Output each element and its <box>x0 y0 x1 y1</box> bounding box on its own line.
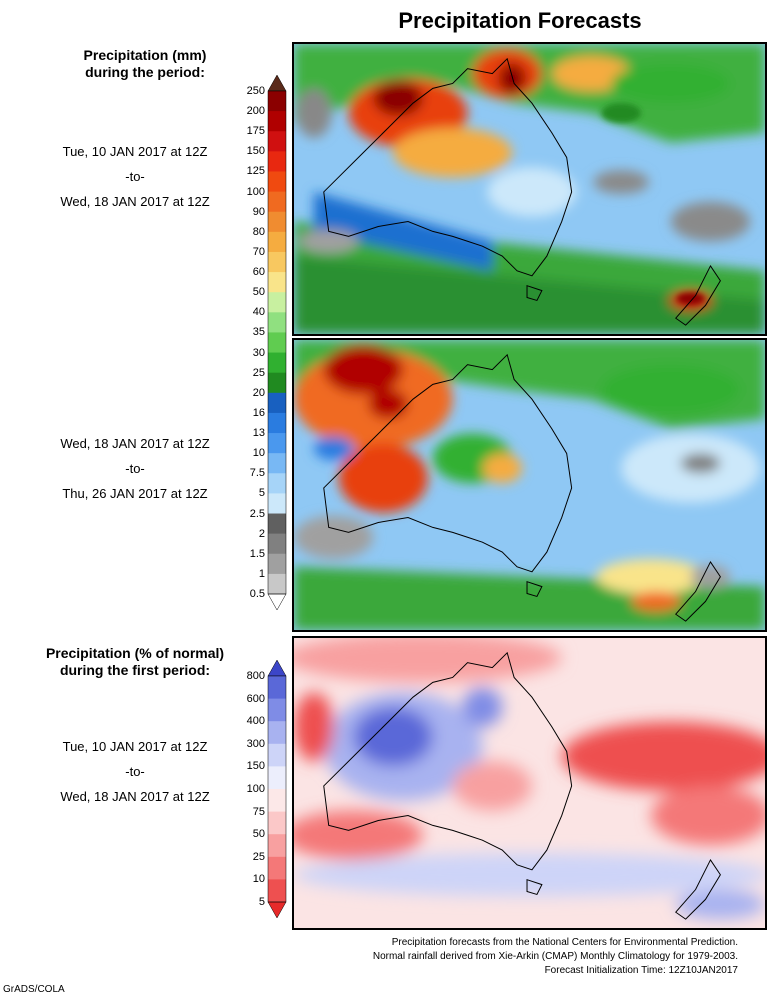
period3-label: Tue, 10 JAN 2017 at 12Z -to- Wed, 18 JAN… <box>60 739 210 804</box>
footer-line: Precipitation forecasts from the Nationa… <box>391 937 738 948</box>
colorbar-label: 16 <box>252 406 265 419</box>
colorbar-label: 70 <box>252 245 265 258</box>
colorbar-segment <box>268 573 286 595</box>
percent-normal-map <box>292 636 767 930</box>
colorbar-label: 250 <box>246 85 265 97</box>
colorbar-label: 10 <box>252 447 265 460</box>
colorbar-label: 7.5 <box>249 467 265 480</box>
colorbar-label: 0.5 <box>249 588 265 600</box>
period2-label: Wed, 18 JAN 2017 at 12Z -to- Thu, 26 JAN… <box>60 436 210 501</box>
colorbar-label: 200 <box>246 105 265 118</box>
colorbar-label: 25 <box>252 850 265 863</box>
colorbar-label: 40 <box>252 306 265 319</box>
colorbar-segment <box>268 392 286 414</box>
colorbar-segment <box>268 332 286 354</box>
colorbar-label: 10 <box>252 873 265 886</box>
colorbar-label: 800 <box>246 670 265 682</box>
credit-label: GrADS/COLA <box>3 984 65 995</box>
pct-header: Precipitation (% of normal) during the f… <box>45 645 225 678</box>
colorbar-segment <box>268 412 286 434</box>
colorbar-segment <box>268 879 286 903</box>
footer-line: Forecast Initialization Time: 12Z10JAN20… <box>544 965 738 976</box>
colorbar-segment <box>268 721 286 745</box>
colorbar-segment <box>268 811 286 835</box>
colorbar-label: 150 <box>246 760 265 773</box>
colorbar-segment <box>268 856 286 880</box>
colorbar-segment <box>268 191 286 213</box>
colorbar-segment <box>268 231 286 253</box>
colorbar-outline <box>267 90 287 595</box>
colorbar-label: 13 <box>252 427 265 440</box>
colorbar-label: 50 <box>252 828 265 841</box>
colorbar-segment <box>268 251 286 273</box>
colorbar-segment <box>268 433 286 454</box>
colorbar-segment <box>268 91 286 112</box>
colorbar-label: 400 <box>246 715 265 728</box>
colorbar-segment <box>268 453 286 474</box>
colorbar-label: 35 <box>252 326 265 339</box>
footer-line: Normal rainfall derived from Xie-Arkin (… <box>372 951 738 962</box>
colorbar-label: 20 <box>252 386 265 399</box>
colorbar-outline <box>267 675 287 903</box>
colorbar-label: 175 <box>246 125 265 138</box>
colorbar-label: 75 <box>252 805 265 818</box>
colorbar-segment <box>268 743 286 767</box>
colorbar-label: 80 <box>252 225 265 238</box>
colorbar-label: 100 <box>246 783 265 795</box>
colorbar-segment <box>268 553 286 575</box>
colorbar-label: 125 <box>246 165 265 178</box>
colorbar-segment <box>268 131 286 152</box>
colorbar-label: 2 <box>258 527 265 540</box>
colorbar-segment <box>268 272 286 293</box>
colorbar-segment <box>268 292 286 313</box>
colorbar-label: 1.5 <box>249 547 265 560</box>
colorbar-segment <box>268 698 286 722</box>
colorbar-segment <box>268 834 286 858</box>
colorbar-label: 100 <box>246 185 265 198</box>
colorbar-label: 5 <box>258 896 265 908</box>
footer-notes: Precipitation forecasts from the Nationa… <box>260 936 738 978</box>
colorbar-end-bottom <box>267 901 287 918</box>
colorbar-segment <box>268 151 286 172</box>
colorbar-segment <box>268 211 286 233</box>
pct-colorbar: 800 600 400 300 150 100 75 50 25 10 5 <box>238 660 288 918</box>
colorbar-label: 5 <box>258 487 265 500</box>
colorbar-segment <box>268 171 286 193</box>
colorbar-label: 25 <box>252 366 265 379</box>
colorbar-label: 1 <box>258 567 265 580</box>
colorbar-label: 300 <box>246 737 265 750</box>
colorbar-end-bottom <box>267 593 287 610</box>
colorbar-segment <box>268 789 286 813</box>
colorbar-segment <box>268 312 286 333</box>
colorbar-end-top <box>267 660 287 677</box>
colorbar-segment <box>268 533 286 555</box>
colorbar-label: 90 <box>252 205 265 218</box>
precip-map-period2 <box>292 338 767 632</box>
colorbar-label: 50 <box>252 286 265 299</box>
precip-colorbar: 250 200 175 150 125 100 90 80 70 60 50 40 35 30 25 20 16… <box>238 75 288 610</box>
precip-map-period1 <box>292 42 767 336</box>
colorbar-segment <box>268 513 286 535</box>
colorbar-end-top <box>267 75 287 92</box>
colorbar-label: 60 <box>252 266 265 279</box>
colorbar-segment <box>268 352 286 374</box>
colorbar-segment <box>268 766 286 790</box>
colorbar-label: 150 <box>246 145 265 158</box>
colorbar-label: 2.5 <box>249 507 265 520</box>
precip-header: Precipitation (mm) during the period: <box>83 47 207 80</box>
page-title: Precipitation Forecasts <box>398 8 642 33</box>
colorbar-segment <box>268 111 286 132</box>
period1-label: Tue, 10 JAN 2017 at 12Z -to- Wed, 18 JAN… <box>60 144 210 209</box>
colorbar-segment <box>268 372 286 394</box>
colorbar-segment <box>268 473 286 494</box>
colorbar-segment <box>268 676 286 700</box>
colorbar-segment <box>268 493 286 515</box>
colorbar-label: 30 <box>252 346 265 359</box>
colorbar-label: 600 <box>246 692 265 705</box>
